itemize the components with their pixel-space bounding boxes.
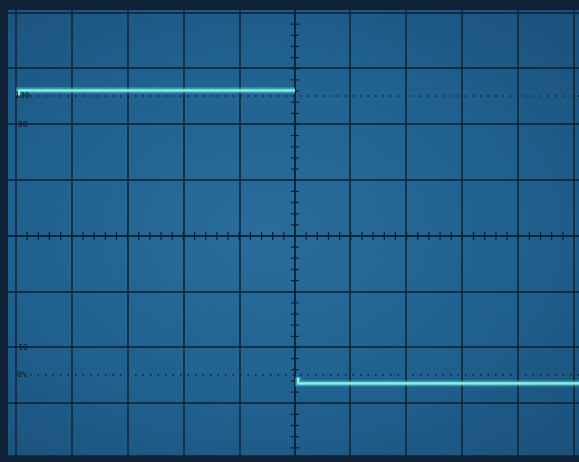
level-0-label: 0% xyxy=(17,370,27,379)
level-90-label: 90 xyxy=(18,120,28,129)
oscilloscope-screen: 100 90 10 0% xyxy=(8,10,579,456)
waveform-trace xyxy=(16,87,579,387)
level-10-label: 10 xyxy=(18,343,28,352)
reference-dotted-lines xyxy=(30,95,579,376)
trace-line xyxy=(17,89,579,385)
graticule xyxy=(8,10,579,456)
level-100-label: 100 xyxy=(15,91,30,100)
graticule-minor-ticks xyxy=(15,12,564,449)
